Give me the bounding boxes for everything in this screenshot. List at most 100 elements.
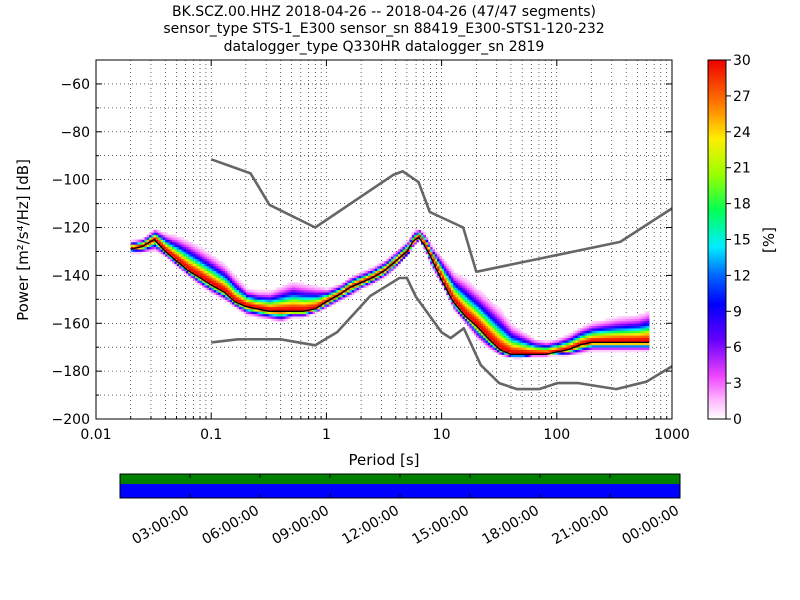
heat-cell	[450, 282, 454, 286]
heat-cell	[598, 325, 602, 329]
heat-cell	[291, 313, 295, 317]
heat-cell	[188, 253, 191, 257]
heat-cell	[582, 337, 585, 341]
heat-cell	[639, 344, 643, 348]
heat-cell	[515, 340, 519, 343]
heat-cell	[358, 280, 362, 283]
heat-cell	[402, 244, 406, 248]
heat-cell	[439, 258, 443, 262]
heat-cell	[464, 282, 468, 286]
heat-cell	[234, 282, 238, 286]
heat-cell	[552, 349, 556, 353]
heat-cell	[298, 282, 302, 286]
heat-cell	[591, 323, 595, 327]
heat-cell	[183, 261, 187, 264]
heat-cell	[361, 282, 364, 286]
heat-cell	[439, 270, 443, 274]
heat-cell	[333, 299, 337, 303]
heat-cell	[404, 253, 408, 257]
heat-cell	[229, 282, 233, 286]
heat-cell	[328, 294, 332, 298]
y-tick-label: −80	[60, 125, 90, 141]
heat-cell	[503, 340, 507, 343]
heat-cell	[310, 296, 314, 300]
heat-cell	[248, 308, 251, 312]
heat-cell	[646, 318, 650, 322]
heat-cell	[298, 299, 302, 303]
heat-cell	[462, 311, 466, 315]
heat-cell	[266, 299, 270, 303]
heat-cell	[630, 320, 634, 324]
heat-cell	[222, 265, 226, 269]
heat-cell	[234, 275, 238, 279]
heat-cell	[510, 347, 514, 350]
heat-cell	[192, 251, 196, 255]
heat-cell	[485, 316, 489, 319]
heat-cell	[478, 311, 482, 315]
heat-cell	[243, 289, 247, 293]
heat-cell	[384, 273, 387, 276]
heat-cell	[349, 294, 353, 298]
heat-cell	[310, 294, 314, 298]
heat-cell	[501, 347, 505, 350]
heat-cell	[593, 320, 597, 324]
heat-cell	[446, 263, 450, 267]
heat-cell	[628, 337, 632, 341]
heat-cell	[476, 313, 479, 317]
heat-cell	[301, 313, 304, 317]
heat-cell	[450, 280, 454, 283]
heat-cell	[455, 301, 459, 305]
heat-cell	[607, 330, 611, 334]
heat-cell	[211, 261, 215, 264]
heat-cell	[566, 351, 569, 355]
heat-cell	[280, 316, 284, 319]
heat-cell	[540, 351, 544, 355]
plot-frame	[95, 59, 673, 420]
heat-cell	[211, 263, 215, 267]
heat-cell	[494, 313, 498, 317]
heat-cell	[540, 342, 544, 346]
heat-cell	[172, 258, 175, 262]
heat-cell	[255, 296, 258, 300]
heat-cell	[328, 287, 332, 291]
heat-cell	[416, 239, 420, 243]
heat-cell	[607, 325, 611, 329]
heat-cell	[280, 301, 284, 305]
heat-cell	[296, 304, 300, 307]
heat-cell	[167, 249, 171, 252]
heat-cell	[566, 340, 569, 343]
colorbar-label: [%]	[760, 227, 778, 253]
heat-cell	[202, 270, 205, 274]
heat-cell	[471, 318, 475, 322]
heat-cell	[515, 349, 519, 353]
heat-cell	[287, 301, 291, 305]
heat-cell	[206, 277, 210, 281]
heat-cell	[234, 284, 238, 288]
heat-cell	[367, 270, 371, 274]
heat-cell	[467, 320, 470, 324]
heat-cell	[268, 294, 272, 298]
heat-cell	[483, 316, 486, 319]
median-line	[130, 236, 649, 356]
heat-cell	[642, 342, 645, 346]
heat-cell	[579, 330, 583, 334]
heat-cell	[483, 330, 486, 334]
heat-cell	[384, 263, 387, 267]
heat-cell	[473, 292, 477, 295]
heat-cell	[586, 332, 590, 336]
heat-cell	[600, 323, 604, 327]
heat-cell	[197, 282, 201, 286]
heat-cell	[174, 234, 178, 238]
heat-cell	[483, 301, 486, 305]
heat-cell	[344, 289, 348, 293]
heat-cell	[296, 282, 300, 286]
heat-cell	[185, 270, 189, 274]
heat-cell	[563, 342, 567, 346]
heat-cell	[296, 308, 300, 312]
heat-cell	[619, 318, 622, 322]
heat-cell	[586, 328, 590, 331]
heat-cell	[577, 335, 581, 339]
heat-cell	[314, 294, 318, 298]
heat-cell	[218, 294, 221, 298]
heat-cell	[179, 249, 182, 252]
